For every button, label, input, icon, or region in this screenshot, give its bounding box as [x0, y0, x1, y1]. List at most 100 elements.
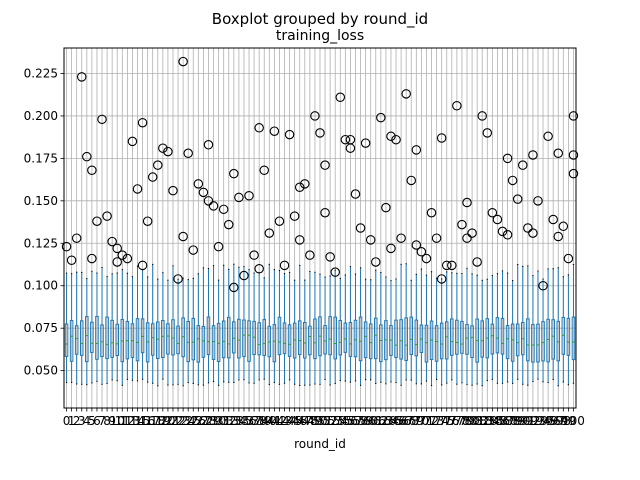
outlier-point [538, 280, 548, 291]
outlier-point [365, 235, 376, 245]
box-body [561, 316, 566, 355]
x-tick-label: 98 [556, 414, 571, 428]
x-tick-label: 45 [287, 414, 302, 428]
x-tick-label: 59 [358, 414, 373, 428]
outlier-point [254, 123, 264, 133]
outlier-point [117, 250, 128, 260]
outlier-point [87, 165, 97, 176]
y-tick-label: 0.175 [24, 151, 58, 165]
box-body [252, 320, 256, 356]
box-body [515, 323, 520, 357]
x-tick-label: 20 [160, 414, 175, 428]
x-tick-label: 91 [520, 414, 535, 428]
box-body [394, 319, 398, 358]
box-body [444, 321, 449, 360]
outlier-point [158, 143, 168, 153]
outlier-point [386, 243, 396, 254]
outlier-point [386, 131, 396, 142]
outlier-point [153, 160, 163, 170]
box-body [414, 319, 419, 357]
x-tick-label: 2 [73, 414, 81, 428]
outlier-point [284, 129, 295, 140]
box-body [166, 323, 170, 355]
x-tick-label: 7 [98, 414, 106, 428]
outlier-point [229, 282, 239, 293]
x-tick-label: 71 [419, 414, 434, 428]
box-body [333, 316, 337, 360]
outlier-point [279, 260, 290, 271]
outlier-point [355, 223, 366, 233]
box-body [495, 317, 500, 354]
x-tick-label: 52 [322, 414, 337, 428]
outlier-point [396, 233, 406, 243]
x-tick-label: 30 [211, 414, 226, 428]
box-body [191, 317, 196, 361]
box-body [353, 319, 358, 358]
box-body [125, 320, 130, 360]
x-tick-label: 48 [302, 414, 317, 428]
outlier-point [497, 226, 508, 237]
outlier-point [97, 114, 107, 125]
box-body [115, 323, 119, 356]
outlier-point [528, 150, 538, 160]
outlier-point [553, 231, 564, 242]
x-tick-label: 26 [191, 414, 206, 428]
x-tick-label: 77 [449, 414, 464, 428]
box-body [95, 315, 99, 360]
box-body [556, 320, 561, 362]
box-body [551, 319, 555, 360]
box-body [348, 322, 353, 357]
outlier-point [193, 179, 204, 189]
x-tick-label: 96 [546, 414, 561, 428]
outlier-point [330, 267, 340, 277]
x-tick-label: 5 [88, 414, 96, 428]
outlier-point [203, 140, 214, 150]
chart-suptitle: Boxplot grouped by round_id [212, 10, 428, 29]
outlier-point [289, 211, 300, 221]
x-tick-label: 97 [551, 414, 566, 428]
outlier-point [239, 270, 249, 281]
outlier-point [421, 253, 432, 264]
outlier-point [462, 233, 472, 243]
outlier-point [82, 151, 92, 162]
x-tick-label: 94 [535, 414, 550, 428]
x-tick-label: 88 [505, 414, 520, 428]
outlier-point [472, 257, 482, 267]
outlier-point [533, 196, 543, 206]
x-tick-label: 3 [78, 414, 86, 428]
outlier-point [294, 235, 305, 245]
outlier-point [229, 168, 239, 179]
outlier-point [436, 133, 447, 143]
outlier-point [224, 219, 234, 230]
x-tick-label: 29 [206, 414, 221, 428]
outlier-point [487, 207, 498, 218]
x-tick-label: 6 [93, 414, 101, 428]
box-body [536, 323, 540, 363]
box-body [242, 319, 246, 358]
outlier-point [406, 175, 416, 186]
outlier-point [431, 233, 442, 243]
x-tick-label: 70 [414, 414, 429, 428]
outlier-point [147, 172, 158, 182]
box-body [64, 323, 69, 357]
y-tick-label: 0.150 [24, 194, 58, 208]
outlier-point [300, 179, 310, 189]
box-body [434, 325, 439, 362]
outlier-point [381, 202, 391, 213]
x-tick-label: 63 [378, 414, 393, 428]
x-tick-label: 14 [130, 414, 145, 428]
x-tick-label: 16 [140, 414, 155, 428]
y-tick-label: 0.100 [24, 279, 58, 293]
outlier-point [198, 187, 209, 198]
box-body [566, 317, 571, 356]
outlier-point [178, 56, 188, 67]
outlier-point [137, 260, 148, 271]
x-tick-label: 83 [480, 414, 495, 428]
x-tick-label: 60 [363, 414, 378, 428]
outlier-point [523, 223, 533, 233]
outlier-point [92, 216, 102, 226]
box-body [500, 317, 505, 355]
box-body [272, 324, 277, 363]
box-body [363, 321, 368, 359]
x-tick-label: 72 [424, 414, 439, 428]
